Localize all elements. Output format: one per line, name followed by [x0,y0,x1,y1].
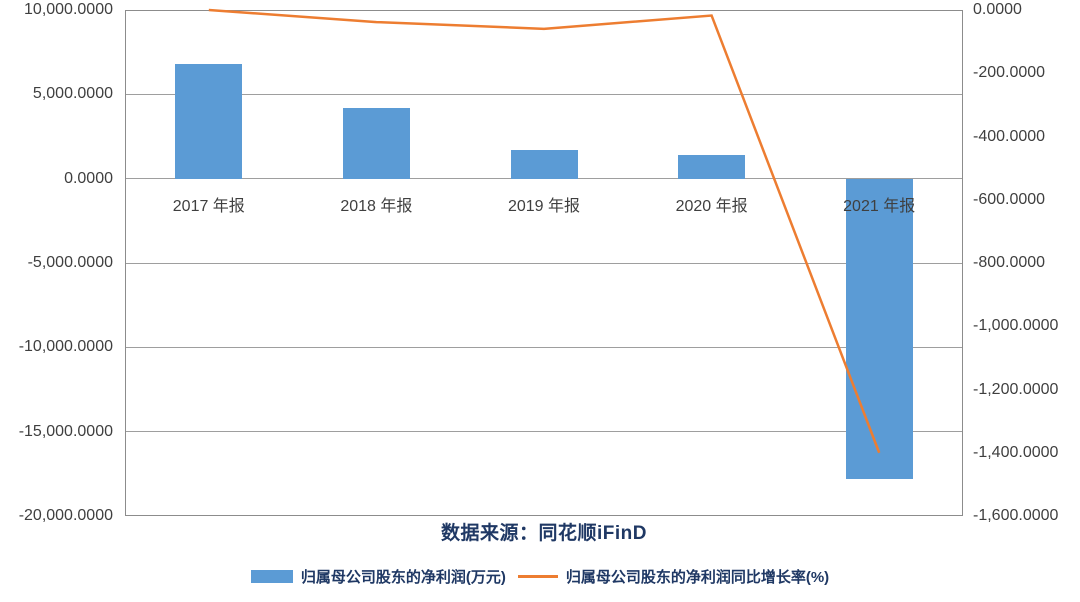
right-axis-tick-label: -1,000.0000 [973,317,1059,335]
right-axis-tick-label: 0.0000 [973,1,1022,18]
legend-bar-swatch-icon [250,570,293,583]
left-axis-tick-label: 10,000.0000 [24,1,113,18]
left-axis-tick-label: -10,000.0000 [18,338,113,356]
plot-area [125,10,963,516]
legend: 归属母公司股东的净利润(万元) 归属母公司股东的净利润同比增长率(%) [0,566,1080,587]
left-axis-tick-label: -20,000.0000 [18,507,113,524]
source-caption: 数据来源：同花顺iFinD [441,523,647,544]
right-axis-tick-label: -200.0000 [973,64,1046,82]
right-axis-tick-label: -1,400.0000 [973,443,1059,461]
right-axis-tick-label: -1,600.0000 [973,507,1059,524]
right-axis-tick-label: -400.0000 [973,127,1046,145]
right-axis-tick-label: -1,200.0000 [973,380,1059,398]
right-axis-tick-label: -600.0000 [973,190,1046,208]
legend-line-label: 归属母公司股东的净利润同比增长率(%) [565,569,830,586]
left-axis-tick-label: -15,000.0000 [18,422,113,440]
left-axis-tick-label: -5,000.0000 [27,254,113,271]
left-axis-tick-label: 5,000.0000 [32,85,113,103]
legend-line-swatch-icon [517,575,558,578]
legend-bar-label: 归属母公司股东的净利润(万元) [300,569,506,586]
left-axis-tick-label: 0.0000 [64,169,113,187]
right-axis-tick-label: -800.0000 [973,254,1046,271]
